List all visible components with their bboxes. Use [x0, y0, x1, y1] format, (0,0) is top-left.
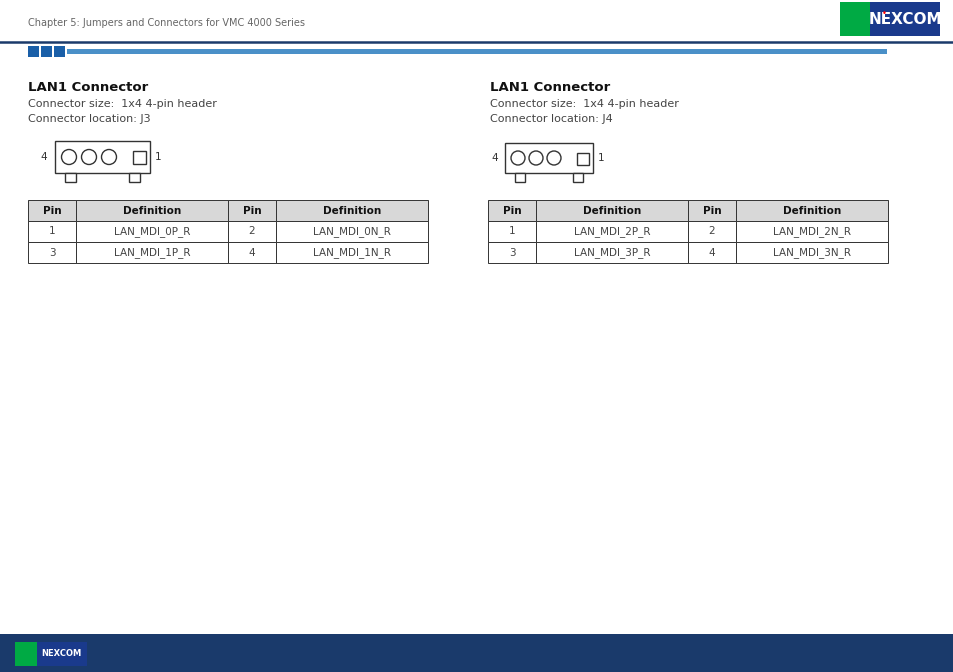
Bar: [28, 46, 39, 57]
Bar: [67, 49, 886, 54]
Text: Chapter 5: Jumpers and Connectors for VMC 4000 Series: Chapter 5: Jumpers and Connectors for VM…: [28, 18, 305, 28]
Bar: [132, 151, 146, 164]
Text: NEXCOM: NEXCOM: [42, 650, 82, 659]
Bar: [65, 173, 76, 182]
Text: 4: 4: [249, 247, 255, 257]
Circle shape: [101, 149, 116, 165]
Text: Definition: Definition: [582, 206, 640, 216]
Bar: [687, 242, 735, 263]
Circle shape: [511, 151, 524, 165]
Bar: [228, 242, 275, 263]
Text: Definition: Definition: [782, 206, 841, 216]
Text: 3: 3: [49, 247, 55, 257]
Text: Connector location: J4: Connector location: J4: [490, 114, 612, 124]
Bar: [687, 221, 735, 242]
Text: Pin: Pin: [43, 206, 61, 216]
Text: LAN_MDI_1N_R: LAN_MDI_1N_R: [313, 247, 391, 258]
Bar: [573, 173, 582, 182]
Text: 1: 1: [154, 152, 161, 162]
Bar: [275, 200, 428, 221]
Text: Connector location: J3: Connector location: J3: [28, 114, 151, 124]
Text: 4: 4: [491, 153, 497, 163]
Bar: [488, 242, 536, 263]
Bar: [55, 141, 150, 173]
Text: LAN_MDI_0P_R: LAN_MDI_0P_R: [113, 226, 190, 237]
Text: Pin: Pin: [242, 206, 261, 216]
Bar: [15, 642, 36, 666]
Text: Connector size:  1x4 4-pin header: Connector size: 1x4 4-pin header: [490, 99, 679, 109]
Text: 2: 2: [708, 226, 715, 237]
Bar: [515, 173, 524, 182]
Bar: [536, 200, 687, 221]
Bar: [228, 221, 275, 242]
Text: 1: 1: [49, 226, 55, 237]
Bar: [735, 242, 887, 263]
Text: LAN1 Connector: LAN1 Connector: [490, 81, 610, 94]
Text: LAN_MDI_0N_R: LAN_MDI_0N_R: [313, 226, 391, 237]
Bar: [275, 242, 428, 263]
Text: LAN_MDI_3P_R: LAN_MDI_3P_R: [573, 247, 650, 258]
Bar: [129, 173, 140, 182]
Bar: [275, 221, 428, 242]
Bar: [577, 153, 588, 165]
Text: 3: 3: [508, 247, 515, 257]
Bar: [840, 2, 869, 36]
Text: 2: 2: [249, 226, 255, 237]
Bar: [76, 200, 228, 221]
Text: Connector size:  1x4 4-pin header: Connector size: 1x4 4-pin header: [28, 99, 216, 109]
Text: Pin: Pin: [702, 206, 720, 216]
Circle shape: [81, 149, 96, 165]
Bar: [687, 200, 735, 221]
Text: Definition: Definition: [322, 206, 381, 216]
Circle shape: [529, 151, 542, 165]
Bar: [536, 221, 687, 242]
Text: VMC 3000/4000 Series User Manual: VMC 3000/4000 Series User Manual: [789, 648, 939, 657]
Bar: [504, 143, 593, 173]
Bar: [488, 221, 536, 242]
Bar: [36, 642, 87, 666]
Text: LAN_MDI_1P_R: LAN_MDI_1P_R: [113, 247, 190, 258]
Circle shape: [61, 149, 76, 165]
Bar: [28, 221, 76, 242]
Text: Definition: Definition: [123, 206, 181, 216]
Circle shape: [546, 151, 560, 165]
Bar: [41, 46, 52, 57]
Bar: [76, 221, 228, 242]
Bar: [536, 242, 687, 263]
Text: 83: 83: [471, 648, 482, 658]
Text: LAN_MDI_2P_R: LAN_MDI_2P_R: [573, 226, 650, 237]
Bar: [76, 242, 228, 263]
Text: LAN1 Connector: LAN1 Connector: [28, 81, 148, 94]
Bar: [28, 200, 76, 221]
Bar: [735, 200, 887, 221]
Text: LAN_MDI_3N_R: LAN_MDI_3N_R: [772, 247, 850, 258]
Text: NEXCOM: NEXCOM: [867, 11, 941, 26]
Text: •: •: [881, 9, 885, 19]
Text: 1: 1: [598, 153, 604, 163]
Text: 4: 4: [40, 152, 47, 162]
Bar: [869, 2, 939, 36]
Bar: [488, 200, 536, 221]
Text: Copyright © 2012 NEXCOM International Co., Ltd. All rights reserved: Copyright © 2012 NEXCOM International Co…: [100, 648, 388, 657]
Bar: [735, 221, 887, 242]
Bar: [28, 242, 76, 263]
Text: 4: 4: [708, 247, 715, 257]
Bar: [54, 46, 65, 57]
Bar: [0, 634, 953, 672]
Text: 1: 1: [508, 226, 515, 237]
Bar: [228, 200, 275, 221]
Text: LAN_MDI_2N_R: LAN_MDI_2N_R: [772, 226, 850, 237]
Text: Pin: Pin: [502, 206, 520, 216]
